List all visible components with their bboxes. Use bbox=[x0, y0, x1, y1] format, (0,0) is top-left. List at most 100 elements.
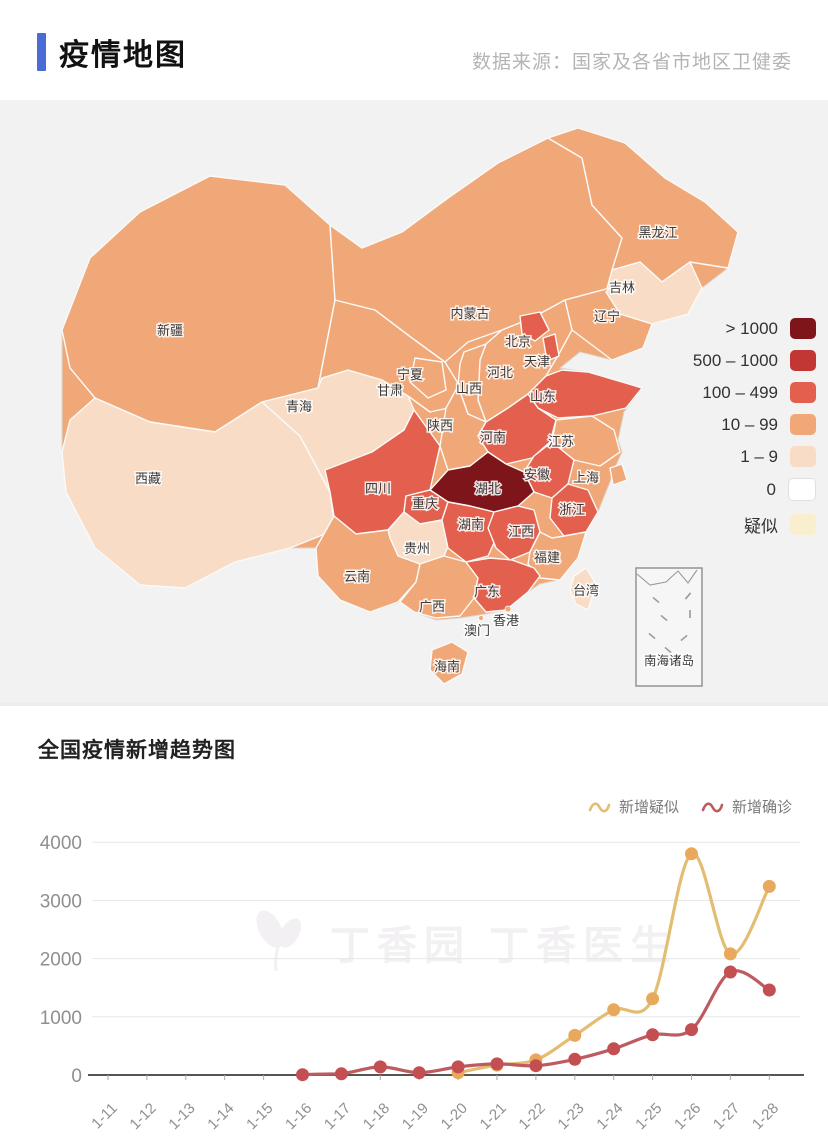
x-axis-tick-label: 1-16 bbox=[282, 1100, 315, 1133]
y-axis-tick-label: 3000 bbox=[40, 891, 82, 912]
x-axis-tick-label: 1-23 bbox=[554, 1100, 587, 1133]
province-label: 广东 bbox=[474, 584, 500, 599]
province-label: 香港 bbox=[493, 613, 519, 628]
province-region[interactable] bbox=[519, 311, 550, 342]
x-axis-tick-label: 1-22 bbox=[515, 1100, 548, 1133]
legend-swatch bbox=[790, 350, 816, 371]
province-label: 甘肃 bbox=[377, 383, 403, 398]
legend-label: 500 – 1000 bbox=[692, 350, 778, 370]
province-region[interactable] bbox=[409, 357, 447, 399]
x-axis-tick-label: 1-19 bbox=[399, 1100, 432, 1133]
province-region[interactable] bbox=[61, 397, 336, 589]
province-label: 天津 bbox=[524, 354, 550, 369]
data-point[interactable] bbox=[607, 1003, 621, 1017]
province-label: 新疆 bbox=[157, 323, 183, 338]
data-point[interactable] bbox=[762, 983, 776, 997]
legend-row: 1 – 9 bbox=[693, 446, 816, 467]
province-label: 黑龙江 bbox=[638, 225, 677, 240]
legend-swatch bbox=[790, 318, 816, 339]
province-label: 西藏 bbox=[135, 471, 161, 486]
data-point[interactable] bbox=[646, 992, 660, 1006]
province-label: 海南 bbox=[434, 659, 460, 674]
province-region[interactable] bbox=[569, 567, 597, 611]
province-label: 河北 bbox=[487, 365, 513, 380]
province-label: 台湾 bbox=[573, 583, 599, 598]
data-source-text: 数据来源：国家及各省市地区卫健委 bbox=[471, 52, 792, 73]
province-label: 浙江 bbox=[559, 502, 585, 517]
x-axis-tick-label: 1-21 bbox=[477, 1100, 510, 1133]
data-point[interactable] bbox=[412, 1066, 426, 1080]
data-point[interactable] bbox=[296, 1068, 309, 1082]
x-axis-tick-label: 1-25 bbox=[632, 1100, 665, 1133]
province-dot[interactable] bbox=[478, 615, 484, 621]
province-region[interactable] bbox=[564, 287, 653, 361]
legend-row: 0 bbox=[693, 478, 816, 501]
province-region[interactable] bbox=[549, 483, 599, 537]
trend-chart-panel: 全国疫情新增趋势图 新增疑似 新增确诊 丁香园 丁香医生 0 1000 2000 3000… bbox=[0, 706, 828, 1146]
province-label: 云南 bbox=[344, 569, 370, 584]
province-region[interactable] bbox=[465, 557, 541, 613]
chart-legend: 新增疑似 新增确诊 bbox=[588, 796, 792, 817]
province-label: 四川 bbox=[365, 481, 391, 496]
y-axis-tick-label: 0 bbox=[71, 1066, 82, 1087]
legend-swatch bbox=[790, 382, 816, 403]
legend-label: 疑似 bbox=[744, 517, 778, 536]
title-accent-bar bbox=[37, 33, 46, 71]
data-point[interactable] bbox=[373, 1060, 387, 1074]
data-point[interactable] bbox=[568, 1052, 582, 1066]
data-point[interactable] bbox=[723, 965, 737, 979]
province-dot[interactable] bbox=[504, 605, 512, 613]
x-axis-tick-label: 1-15 bbox=[243, 1100, 276, 1133]
x-axis-tick-label: 1-17 bbox=[321, 1100, 354, 1133]
data-point[interactable] bbox=[451, 1060, 465, 1074]
x-axis-tick-label: 1-20 bbox=[438, 1100, 471, 1133]
province-region[interactable] bbox=[542, 333, 560, 362]
chart-legend-label: 新增疑似 bbox=[618, 799, 679, 816]
y-axis-tick-label: 4000 bbox=[40, 833, 82, 854]
chart-title: 全国疫情新增趋势图 bbox=[38, 739, 236, 762]
header: 疫情地图 数据来源：国家及各省市地区卫健委 bbox=[0, 0, 828, 100]
epidemic-map-panel: 南海诸岛 新疆 西藏 青海 甘肃 内蒙古 黑龙江 吉林 辽宁 河北 山西 宁夏 陕西 山东 河南 江苏 安徽 上海… bbox=[0, 100, 828, 702]
legend-label: 10 – 99 bbox=[721, 414, 778, 434]
province-region[interactable] bbox=[609, 463, 628, 486]
province-label: 广西 bbox=[419, 599, 445, 614]
legend-label: 100 – 499 bbox=[702, 382, 778, 402]
data-point[interactable] bbox=[529, 1059, 543, 1073]
legend-swatch bbox=[790, 414, 816, 435]
province-region[interactable] bbox=[429, 641, 469, 685]
legend-label: 0 bbox=[766, 479, 776, 499]
legend-row: 疑似 bbox=[693, 512, 816, 537]
legend-label: 1 – 9 bbox=[740, 446, 778, 466]
data-point[interactable] bbox=[334, 1067, 348, 1081]
x-axis-tick-label: 1-12 bbox=[126, 1100, 159, 1133]
svg-text:丁香园 丁香医生: 丁香园 丁香医生 bbox=[330, 924, 677, 968]
province-label: 安徽 bbox=[524, 467, 550, 482]
legend-row: 10 – 99 bbox=[693, 414, 816, 435]
data-point[interactable] bbox=[646, 1028, 660, 1042]
data-point[interactable] bbox=[607, 1042, 621, 1056]
data-point[interactable] bbox=[685, 1023, 698, 1037]
legend-swatch bbox=[790, 514, 816, 535]
series-line bbox=[456, 852, 771, 1075]
legend-row: > 1000 bbox=[693, 318, 816, 339]
x-axis-tick-label: 1-14 bbox=[204, 1100, 237, 1133]
data-point[interactable] bbox=[723, 947, 737, 961]
data-point[interactable] bbox=[685, 847, 698, 861]
x-axis-tick-label: 1-26 bbox=[671, 1100, 704, 1133]
data-point[interactable] bbox=[762, 879, 776, 893]
inset-label: 南海诸岛 bbox=[644, 653, 694, 668]
x-axis-tick-label: 1-18 bbox=[360, 1100, 393, 1133]
data-point[interactable] bbox=[568, 1028, 582, 1042]
x-axis-tick-label: 1-24 bbox=[593, 1100, 626, 1133]
legend-row: 100 – 499 bbox=[693, 382, 816, 403]
legend-row: 500 – 1000 bbox=[693, 350, 816, 371]
province-region[interactable] bbox=[477, 393, 557, 465]
province-region[interactable] bbox=[527, 369, 643, 419]
chart-legend-item[interactable]: 新增疑似 bbox=[588, 796, 679, 817]
province-label: 内蒙古 bbox=[450, 306, 489, 321]
province-region[interactable] bbox=[441, 501, 499, 563]
legend-label: > 1000 bbox=[725, 318, 778, 338]
chart-legend-item[interactable]: 新增确诊 bbox=[701, 796, 792, 817]
south-sea-inset: 南海诸岛 bbox=[635, 567, 703, 687]
data-point[interactable] bbox=[490, 1057, 504, 1071]
